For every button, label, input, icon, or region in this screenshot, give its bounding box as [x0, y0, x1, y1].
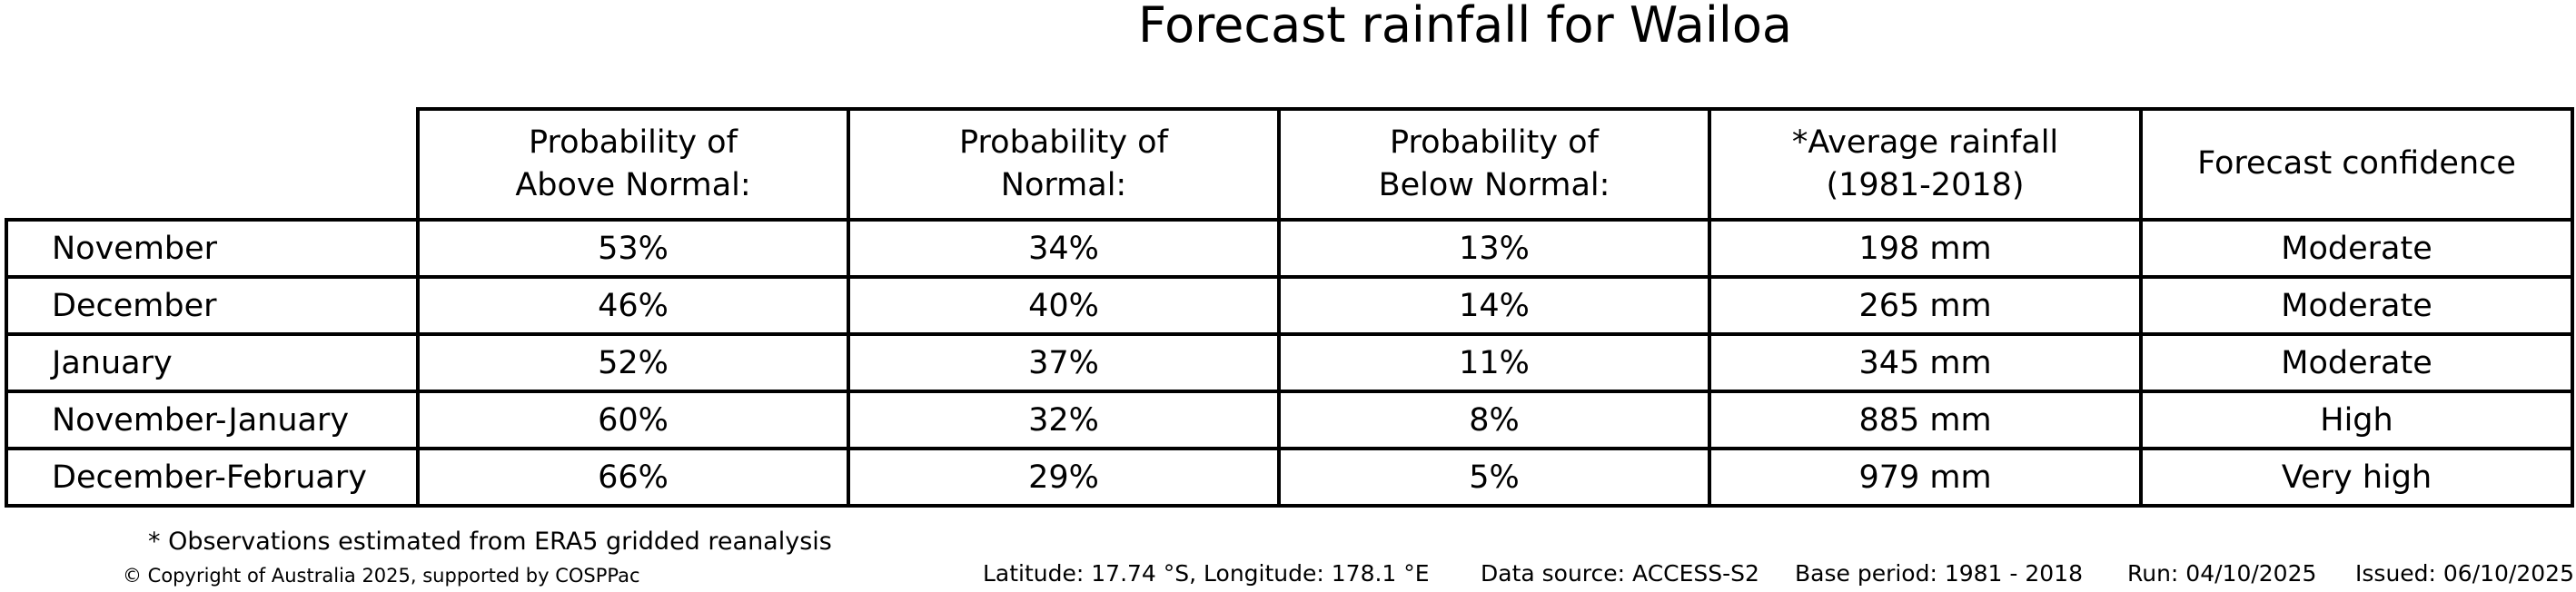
col-header-prob-normal: Probability of Normal: — [847, 107, 1281, 222]
col-header-average-rainfall: *Average rainfall (1981-2018) — [1708, 107, 2143, 222]
footnote: * Observations estimated from ERA5 gridd… — [148, 528, 832, 556]
page-title: Forecast rainfall for Wailoa — [1137, 0, 1793, 54]
col-header-prob-above-normal: Probability of Above Normal: — [416, 107, 850, 222]
cell-prob-normal: 37% — [847, 332, 1281, 393]
footer-bar: © Copyright of Australia 2025, supported… — [0, 557, 2576, 592]
cell-prob-below: 14% — [1277, 275, 1711, 336]
cell-forecast-confidence: Moderate — [2139, 275, 2574, 336]
forecast-table: Probability of Above Normal: Probability… — [5, 107, 2574, 508]
footer-run-date: Run: 04/10/2025 — [2127, 560, 2317, 587]
cell-prob-above: 53% — [416, 218, 850, 279]
cell-prob-normal: 34% — [847, 218, 1281, 279]
table-row-december: December 46% 40% 14% 265 mm Moderate — [5, 275, 2574, 336]
cell-forecast-confidence: Very high — [2139, 447, 2574, 508]
header-row: Probability of Above Normal: Probability… — [6, 107, 2574, 222]
table-row-november: November 53% 34% 13% 198 mm Moderate — [5, 218, 2574, 279]
cell-prob-below: 8% — [1277, 390, 1711, 450]
cell-prob-below: 5% — [1277, 447, 1711, 508]
footer-copyright: © Copyright of Australia 2025, supported… — [123, 565, 640, 587]
footer-issued-date: Issued: 06/10/2025 — [2355, 560, 2574, 587]
cell-prob-below: 11% — [1277, 332, 1711, 393]
cell-average-rainfall: 885 mm — [1708, 390, 2143, 450]
corner-cell-empty — [6, 109, 418, 220]
cell-forecast-confidence: Moderate — [2139, 332, 2574, 393]
table-row-november-january: November-January 60% 32% 8% 885 mm High — [5, 390, 2574, 450]
cell-prob-normal: 29% — [847, 447, 1281, 508]
footer-base-period: Base period: 1981 - 2018 — [1795, 560, 2083, 587]
row-label: December-February — [5, 447, 420, 508]
cell-average-rainfall: 198 mm — [1708, 218, 2143, 279]
footer-location: Latitude: 17.74 °S, Longitude: 178.1 °E — [983, 560, 1430, 587]
cell-average-rainfall: 345 mm — [1708, 332, 2143, 393]
cell-prob-below: 13% — [1277, 218, 1711, 279]
cell-prob-above: 52% — [416, 332, 850, 393]
cell-prob-above: 66% — [416, 447, 850, 508]
row-label: December — [5, 275, 420, 336]
cell-forecast-confidence: Moderate — [2139, 218, 2574, 279]
cell-prob-normal: 32% — [847, 390, 1281, 450]
cell-average-rainfall: 979 mm — [1708, 447, 2143, 508]
row-label: November — [5, 218, 420, 279]
cell-prob-normal: 40% — [847, 275, 1281, 336]
cell-prob-above: 60% — [416, 390, 850, 450]
cell-average-rainfall: 265 mm — [1708, 275, 2143, 336]
col-header-forecast-confidence: Forecast confidence — [2139, 107, 2574, 222]
table-row-december-february: December-February 66% 29% 5% 979 mm Very… — [5, 447, 2574, 508]
row-label: November-January — [5, 390, 420, 450]
row-label: January — [5, 332, 420, 393]
cell-prob-above: 46% — [416, 275, 850, 336]
table-row-january: January 52% 37% 11% 345 mm Moderate — [5, 332, 2574, 393]
cell-forecast-confidence: High — [2139, 390, 2574, 450]
col-header-prob-below-normal: Probability of Below Normal: — [1277, 107, 1711, 222]
footer-data-source: Data source: ACCESS-S2 — [1481, 560, 1759, 587]
